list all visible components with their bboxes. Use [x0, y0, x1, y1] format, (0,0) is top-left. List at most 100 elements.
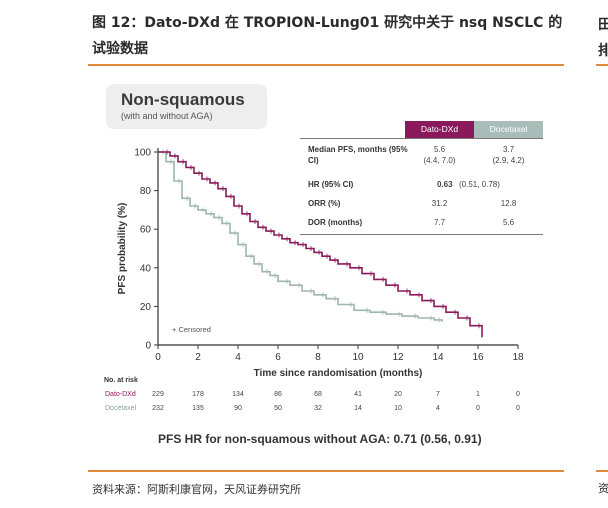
- censor-mark: [224, 220, 230, 226]
- censor-mark: [188, 164, 194, 170]
- censor-mark: [208, 211, 214, 217]
- table-cell: 12.8: [500, 199, 517, 208]
- censor-mark: [164, 149, 170, 155]
- risk-table-title: No. at risk: [104, 377, 138, 384]
- table-cell-hr: 0.63: [437, 180, 453, 189]
- censor-mark: [240, 242, 246, 248]
- censor-mark: [428, 298, 434, 304]
- risk-value-dato: 41: [354, 391, 362, 398]
- censor-mark: [416, 292, 422, 298]
- censor-mark: [268, 228, 274, 234]
- table-cell: (4.4, 7.0): [423, 156, 456, 165]
- censor-mark: [356, 265, 362, 271]
- risk-value-dato: 229: [152, 391, 164, 398]
- cutoff-title-char-1: 田: [598, 17, 608, 33]
- censor-mark: [216, 215, 222, 221]
- y-tick-label: 20: [140, 302, 152, 313]
- censor-mark: [300, 242, 306, 248]
- risk-value-docetaxel: 0: [516, 405, 520, 412]
- table-header-dato: Dato-DXd: [405, 121, 474, 138]
- y-tick-label: 100: [134, 148, 151, 159]
- censor-mark: [204, 176, 210, 182]
- censor-mark: [252, 218, 258, 224]
- table-rule-top: [300, 138, 543, 139]
- censor-mark: [332, 296, 338, 302]
- x-tick-label: 6: [275, 352, 281, 363]
- censor-mark: [196, 170, 202, 176]
- table-cell: 5.6: [433, 145, 446, 154]
- table-cell: 5.6: [502, 218, 515, 227]
- x-axis-label: Time since randomisation (months): [254, 368, 423, 379]
- table-cell: 7.7: [433, 218, 446, 227]
- censor-mark: [292, 240, 298, 246]
- risk-label-dato: Dato-DXd: [105, 391, 136, 398]
- risk-value-dato: 68: [314, 391, 322, 398]
- risk-value-docetaxel: 4: [436, 405, 440, 412]
- risk-value-dato: 7: [436, 391, 440, 398]
- censor-mark: [276, 232, 282, 238]
- x-tick-label: 2: [195, 352, 201, 363]
- risk-value-docetaxel: 135: [192, 405, 204, 412]
- censor-mark: [272, 273, 278, 279]
- censor-mark: [452, 309, 458, 315]
- censor-mark: [368, 271, 374, 277]
- censor-mark: [380, 276, 386, 282]
- cutoff-title-char-2: 排: [598, 43, 608, 59]
- top-divider: [88, 64, 564, 66]
- censor-mark: [184, 195, 190, 201]
- risk-label-docetaxel: Docetaxel: [105, 405, 137, 412]
- panel-title-box: [106, 84, 267, 129]
- censor-mark: [364, 307, 370, 313]
- table-cell-hr-ci: (0.51, 0.78): [459, 180, 500, 189]
- censor-mark: [380, 309, 386, 315]
- bottom-divider: [88, 470, 564, 472]
- censor-mark: [332, 257, 338, 263]
- censor-mark: [440, 303, 446, 309]
- risk-value-dato: 86: [274, 391, 282, 398]
- top-divider-right: [596, 64, 608, 66]
- risk-value-dato: 134: [232, 391, 244, 398]
- risk-value-docetaxel: 14: [354, 405, 362, 412]
- censor-mark: [236, 203, 242, 209]
- risk-value-dato: 0: [516, 391, 520, 398]
- footnote-hr: PFS HR for non-squamous without AGA: 0.7…: [158, 432, 482, 446]
- censor-mark: [320, 292, 326, 298]
- panel-subtitle: (with and without AGA): [121, 111, 213, 121]
- table-row-label: HR (95% CI): [308, 180, 354, 189]
- risk-value-docetaxel: 90: [234, 405, 242, 412]
- x-tick-label: 10: [352, 352, 364, 363]
- x-tick-label: 12: [392, 352, 404, 363]
- km-curve-docetaxel: [158, 151, 443, 322]
- censor-mark: [392, 282, 398, 288]
- cutoff-source-char: 资: [598, 482, 608, 495]
- censor-mark: [464, 315, 470, 321]
- y-tick-label: 80: [140, 186, 152, 197]
- table-cell: 3.7: [502, 145, 515, 154]
- source-note: 资料来源：阿斯利康官网，天风证券研究所: [92, 483, 301, 496]
- y-tick-label: 40: [140, 263, 152, 274]
- censor-mark: [428, 315, 434, 321]
- censor-mark: [248, 253, 254, 259]
- x-tick-label: 0: [155, 352, 161, 363]
- censor-mark: [264, 269, 270, 275]
- censor-mark: [228, 193, 234, 199]
- table-cell: (2.9, 4.2): [492, 156, 525, 165]
- censor-mark: [172, 153, 178, 159]
- censor-mark: [200, 207, 206, 213]
- censor-mark: [436, 317, 442, 323]
- risk-value-docetaxel: 0: [476, 405, 480, 412]
- censor-mark: [180, 159, 186, 165]
- censor-mark: [324, 253, 330, 259]
- x-tick-label: 4: [235, 352, 241, 363]
- censor-mark: [344, 261, 350, 267]
- censor-mark: [284, 278, 290, 284]
- censor-mark: [192, 203, 198, 209]
- censor-mark: [476, 323, 482, 329]
- risk-value-dato: 20: [394, 391, 402, 398]
- censor-mark: [396, 311, 402, 317]
- table-row-label: ORR (%): [308, 199, 341, 208]
- censor-mark: [296, 282, 302, 288]
- censor-mark: [232, 230, 238, 236]
- censor-mark: [244, 211, 250, 217]
